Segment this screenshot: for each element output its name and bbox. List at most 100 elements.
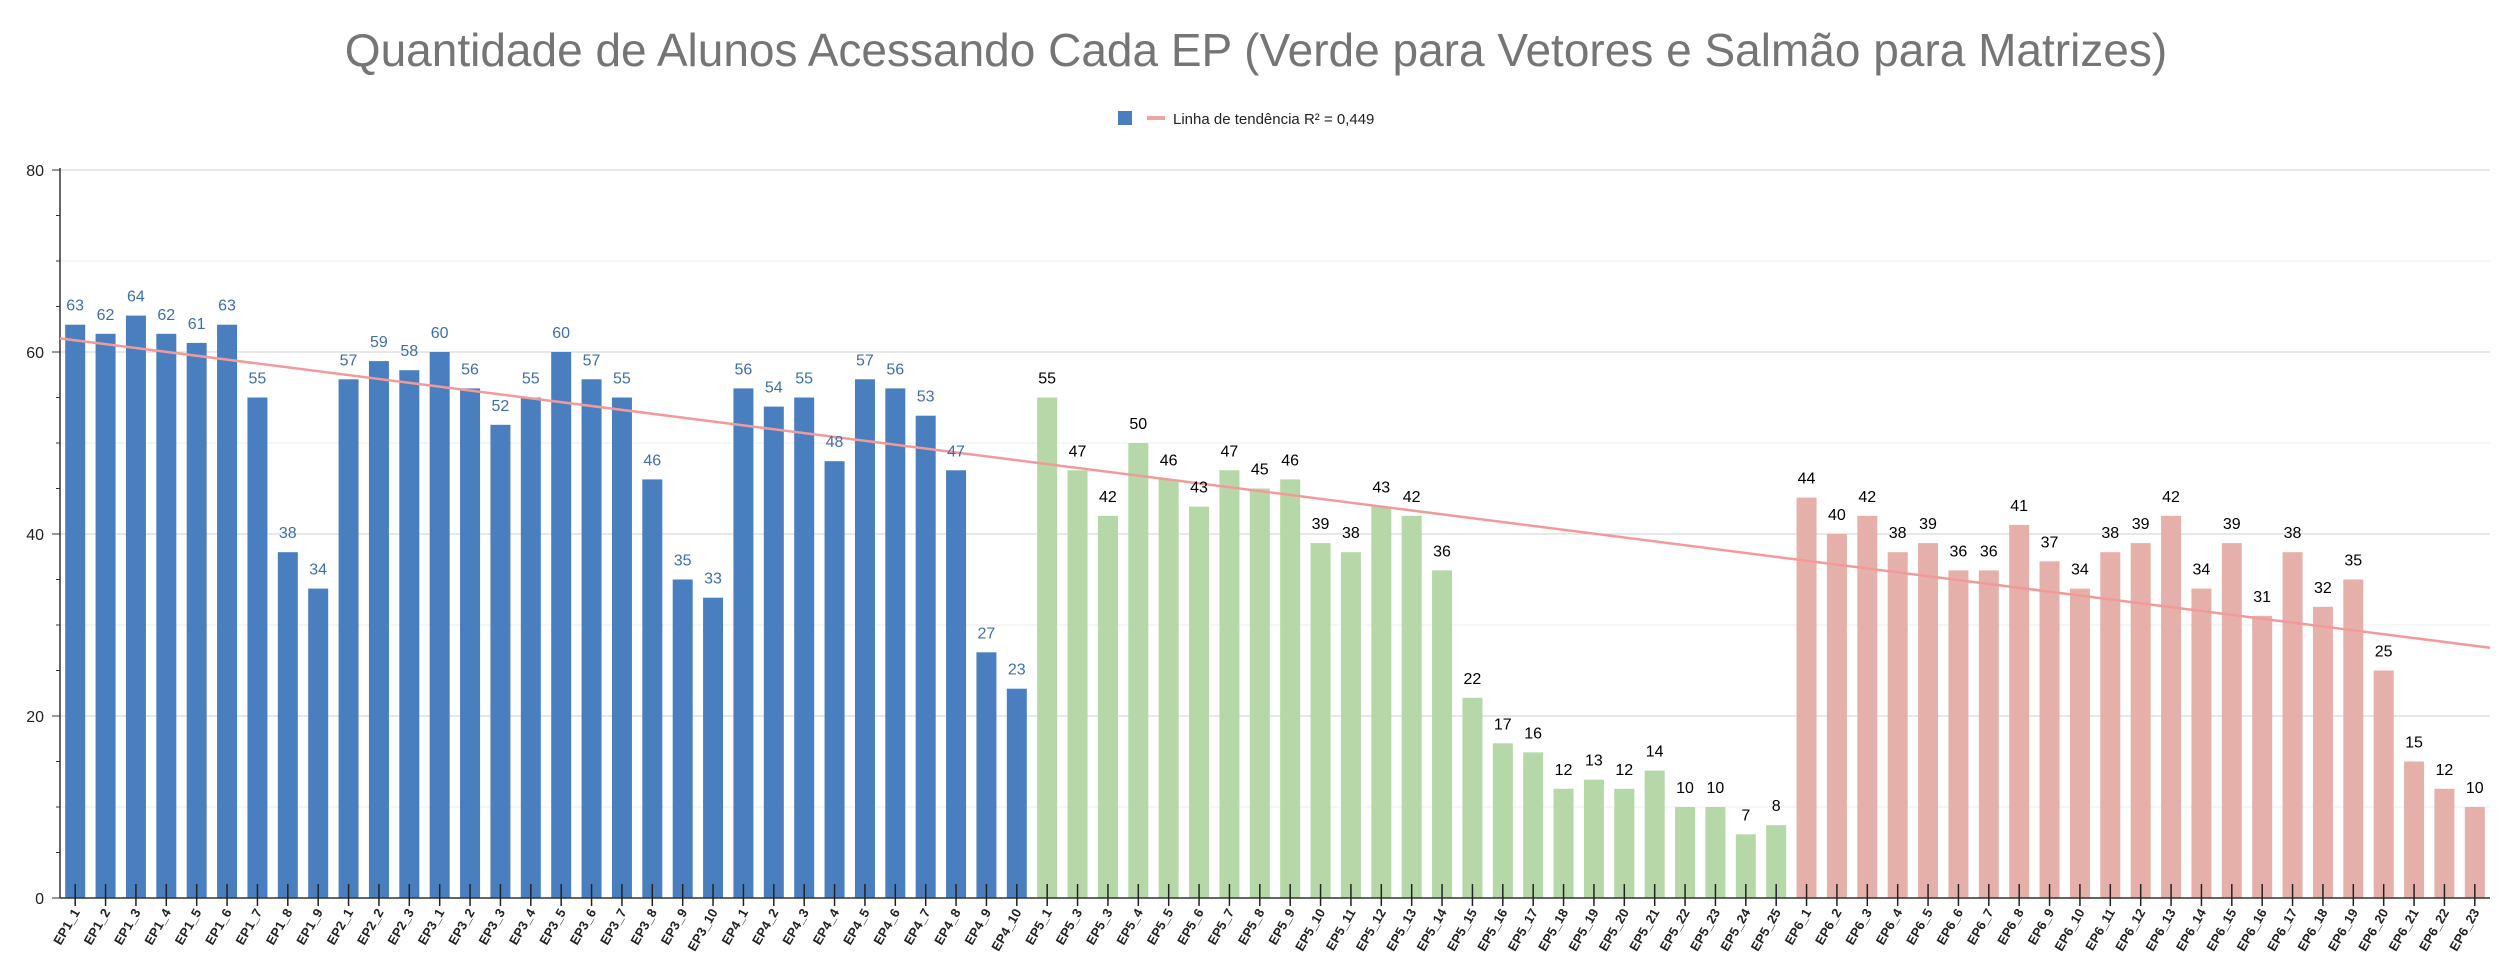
data-label: 39 (1919, 516, 1937, 533)
x-tick-label: EP1_9 (293, 906, 326, 947)
x-tick-label: EP4_7 (901, 906, 934, 947)
data-label: 63 (66, 298, 84, 315)
bar (2161, 515, 2182, 898)
data-label: 25 (2375, 644, 2393, 661)
x-tick-label: EP6_7 (1964, 906, 1997, 947)
x-tick-label: EP4_1 (719, 906, 752, 947)
data-label: 52 (492, 398, 510, 415)
data-label: 56 (735, 361, 753, 378)
y-tick-label: 80 (26, 163, 44, 180)
bar (611, 397, 632, 898)
bar (854, 379, 875, 898)
x-tick-label: EP1_6 (202, 906, 235, 947)
data-label: 60 (552, 325, 570, 342)
data-label: 36 (1950, 543, 1968, 560)
bar (794, 397, 815, 898)
bar (1492, 743, 1513, 898)
x-tick-label: EP4_9 (962, 906, 995, 947)
x-tick-label: EP3_4 (506, 905, 539, 947)
bar (1644, 770, 1665, 898)
bar (490, 424, 511, 898)
x-tick-label: EP5_3 (1053, 906, 1086, 947)
x-tick-label: EP2_1 (324, 906, 357, 947)
data-label: 40 (1828, 507, 1846, 524)
x-tick-label: EP5_9 (1265, 906, 1298, 947)
x-tick-label: EP5_3 (1083, 906, 1116, 947)
x-tick-label: EP1_5 (172, 906, 205, 947)
bar (1675, 807, 1696, 898)
bar (1371, 506, 1392, 898)
x-tick-label: EP3_3 (476, 906, 509, 947)
bar (2312, 606, 2333, 898)
bar (1462, 697, 1483, 898)
bar (885, 388, 906, 898)
bar (2434, 788, 2455, 898)
bar (2069, 588, 2090, 898)
bar (1189, 506, 1210, 898)
trendline (59, 337, 2491, 649)
bar (2100, 552, 2121, 898)
bar (2252, 615, 2273, 898)
x-tick-label: EP1_3 (111, 906, 144, 947)
bar (520, 397, 541, 898)
data-label: 42 (1858, 489, 1876, 506)
bar (338, 379, 359, 898)
data-label: 31 (2253, 589, 2271, 606)
x-tick-label: EP6_4 (1873, 905, 1906, 947)
x-tick-label: EP1_4 (141, 905, 174, 947)
y-axis: 0 20 40 60 80 (26, 163, 61, 908)
data-label: 44 (1798, 471, 1816, 488)
data-labels: 63 62 64 62 61 63 55 38 34 57 59 58 60 56 52 55 60 57 55 46… (66, 289, 2484, 825)
x-tick-label: EP3_10 (685, 906, 721, 954)
data-label: 43 (1190, 480, 1208, 497)
x-tick-label: EP4_3 (779, 906, 812, 947)
bar (1523, 752, 1544, 898)
data-label: 63 (218, 298, 236, 315)
data-label: 62 (157, 307, 175, 324)
data-label: 64 (127, 289, 145, 306)
bar (703, 597, 724, 898)
data-label: 60 (431, 325, 449, 342)
bar (976, 652, 997, 898)
x-tick-label: EP3_2 (445, 906, 478, 947)
x-tick-label: EP3_7 (597, 906, 630, 947)
bar (1006, 688, 1027, 898)
data-label: 35 (674, 553, 692, 570)
x-tick-label: EP5_7 (1205, 906, 1238, 947)
bar (2464, 807, 2485, 898)
bar (1067, 470, 1088, 898)
x-tick-label: EP6_23 (2446, 906, 2482, 954)
data-label: 55 (249, 371, 267, 388)
data-label: 8 (1772, 798, 1781, 815)
bar (156, 333, 177, 898)
legend-label-trendline: Linha de tendência R² = 0,449 (1173, 111, 1374, 128)
data-label: 47 (947, 443, 965, 460)
data-label: 55 (522, 371, 540, 388)
x-tick-label: EP4_10 (988, 906, 1024, 954)
bar (2282, 552, 2303, 898)
bar (1249, 488, 1270, 898)
bar (1705, 807, 1726, 898)
data-label: 38 (1889, 525, 1907, 542)
bar (65, 324, 86, 898)
data-label: 39 (1312, 516, 1330, 533)
data-label: 34 (2193, 562, 2211, 579)
data-label: 42 (1099, 489, 1117, 506)
x-tick-label: EP4_4 (810, 905, 843, 947)
bar (2404, 761, 2425, 898)
data-label: 57 (583, 352, 601, 369)
data-label: 16 (1524, 725, 1542, 742)
data-label: 15 (2405, 735, 2423, 752)
data-label: 12 (1615, 762, 1633, 779)
bar (672, 579, 693, 898)
data-label: 48 (826, 434, 844, 451)
data-label: 32 (2314, 580, 2332, 597)
data-label: 34 (309, 562, 327, 579)
data-label: 47 (1221, 443, 1239, 460)
data-label: 38 (1342, 525, 1360, 542)
bar (247, 397, 268, 898)
bar (1310, 543, 1331, 898)
x-tick-label: EP3_5 (536, 906, 569, 947)
data-label: 27 (978, 625, 996, 642)
